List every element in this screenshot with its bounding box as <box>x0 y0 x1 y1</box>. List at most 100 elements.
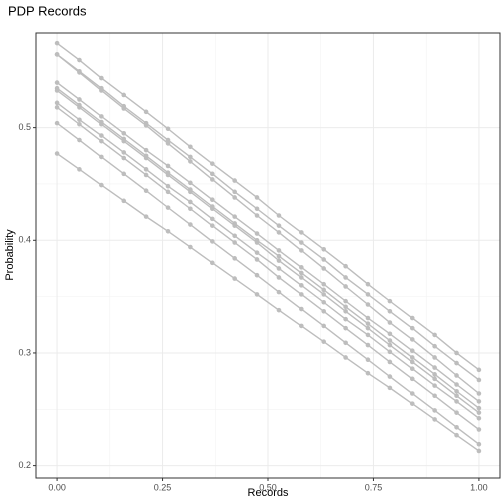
point <box>188 180 193 186</box>
point <box>121 106 127 111</box>
point <box>454 360 459 366</box>
point <box>188 222 193 227</box>
point <box>299 292 304 297</box>
point <box>254 292 260 297</box>
point <box>387 331 393 337</box>
point <box>276 253 282 259</box>
point <box>387 308 393 314</box>
point <box>387 298 393 304</box>
point <box>343 275 348 280</box>
point <box>99 138 104 144</box>
series-line <box>56 82 480 402</box>
point <box>77 70 82 75</box>
series-line <box>56 87 480 409</box>
point <box>409 376 415 382</box>
point <box>121 150 127 155</box>
point <box>276 266 282 271</box>
point <box>476 405 482 411</box>
point <box>99 88 104 93</box>
point <box>254 231 260 236</box>
point <box>165 205 171 210</box>
point <box>276 248 282 253</box>
point <box>454 399 459 404</box>
point <box>321 323 326 329</box>
series-line <box>56 53 480 381</box>
point <box>454 410 459 415</box>
point <box>188 154 193 160</box>
point <box>143 167 149 172</box>
point <box>454 432 459 438</box>
point <box>232 256 237 261</box>
point <box>121 171 127 177</box>
point <box>476 427 482 432</box>
point <box>210 239 215 244</box>
point <box>188 199 193 205</box>
point <box>343 308 348 314</box>
point <box>454 373 459 378</box>
point <box>299 240 304 245</box>
point <box>121 138 127 144</box>
point <box>454 425 459 430</box>
point <box>143 147 149 153</box>
point <box>77 117 82 123</box>
point <box>432 417 437 422</box>
point <box>299 323 304 329</box>
point <box>210 161 215 166</box>
point <box>321 247 326 252</box>
point <box>254 240 260 245</box>
point <box>343 325 348 331</box>
point <box>77 97 82 102</box>
point <box>321 299 326 305</box>
point <box>276 230 282 235</box>
point <box>165 126 171 132</box>
point <box>432 332 437 338</box>
point <box>476 410 482 415</box>
point <box>409 325 415 331</box>
point <box>365 332 371 338</box>
x-tick-label: 1.00 <box>470 482 488 492</box>
point <box>409 401 415 406</box>
point <box>276 213 282 218</box>
point <box>232 223 237 228</box>
point <box>232 214 237 219</box>
point <box>476 415 482 421</box>
point <box>454 382 459 387</box>
point <box>77 137 82 143</box>
point <box>188 206 193 212</box>
point <box>299 230 304 235</box>
point <box>476 391 482 396</box>
point <box>365 325 371 331</box>
point <box>232 195 237 200</box>
point <box>321 281 326 287</box>
point <box>99 133 104 138</box>
chart-title: PDP Records <box>8 3 87 18</box>
point <box>299 275 304 280</box>
point <box>343 355 348 360</box>
point <box>343 263 348 269</box>
point <box>343 340 348 346</box>
point <box>432 408 437 413</box>
point <box>365 292 371 297</box>
point <box>454 393 459 399</box>
point <box>476 399 482 404</box>
point <box>210 177 215 182</box>
point <box>409 359 415 365</box>
point <box>165 228 171 234</box>
point <box>77 167 82 172</box>
point <box>276 307 282 313</box>
point <box>343 284 348 289</box>
series-line <box>56 122 480 445</box>
point <box>254 250 260 255</box>
point <box>343 304 348 310</box>
point <box>387 320 393 325</box>
series-line <box>56 106 480 431</box>
point <box>409 315 415 321</box>
series-line <box>56 53 480 395</box>
point <box>99 182 104 188</box>
point <box>454 350 459 356</box>
point <box>232 178 237 183</box>
point <box>432 376 437 382</box>
point <box>54 80 60 85</box>
point <box>365 315 371 321</box>
point <box>121 92 127 98</box>
